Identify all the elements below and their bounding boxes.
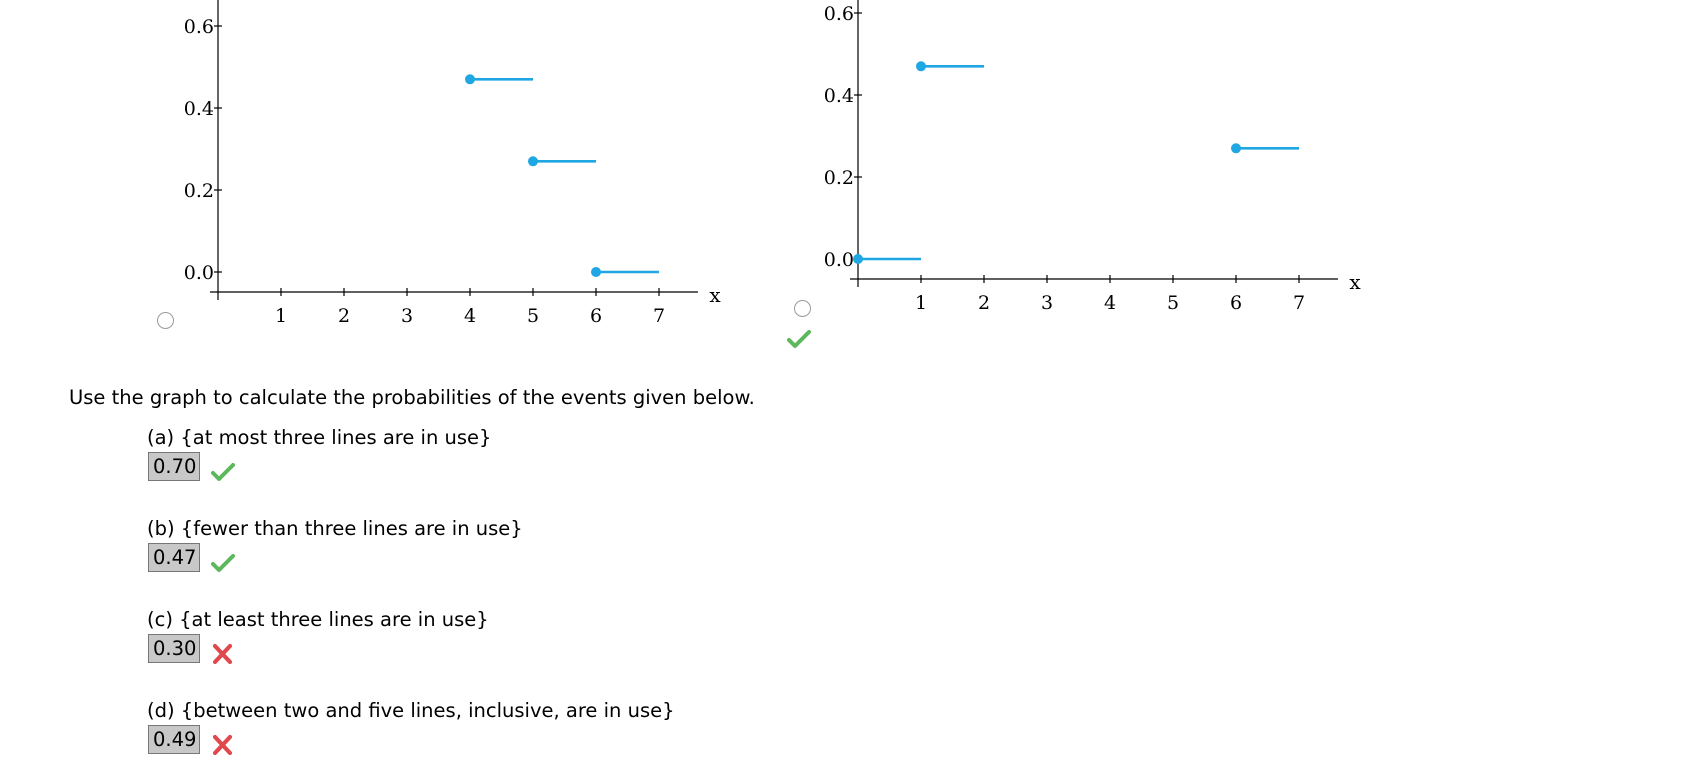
x-tick-label: 5	[527, 305, 539, 327]
x-tick-label: 2	[338, 305, 350, 327]
x-tick-label: 5	[1167, 292, 1179, 314]
x-tick-label: 7	[1293, 292, 1305, 314]
x-tick-label: 3	[1041, 292, 1053, 314]
question-d-label: (d) {between two and five lines, inclusi…	[147, 699, 675, 722]
answer-d-cross-icon	[212, 734, 233, 756]
step-point	[465, 74, 475, 85]
question-a-label: (a) {at most three lines are in use}	[147, 426, 492, 449]
y-tick-label: 0.0	[184, 262, 214, 284]
x-tick-label: 3	[401, 305, 413, 327]
y-tick-label: 0.4	[184, 98, 214, 120]
step-point	[916, 61, 926, 72]
y-tick-label: 0.4	[824, 85, 854, 107]
option-2-radio[interactable]	[794, 300, 811, 317]
instruction-text: Use the graph to calculate the probabili…	[69, 386, 755, 409]
x-axis-label: x	[1349, 270, 1361, 294]
question-c-label: (c) {at least three lines are in use}	[147, 608, 489, 631]
y-tick-label: 0.2	[184, 180, 214, 202]
x-tick-label: 2	[978, 292, 990, 314]
x-tick-label: 4	[464, 305, 476, 327]
step-point	[1231, 143, 1241, 154]
graph-option-2: 1 2 3 4 5 6 7 0.0 0.2 0.4 0.6 x	[824, 0, 1361, 314]
y-tick-label: 0.6	[184, 16, 214, 38]
y-tick-label: 0.0	[824, 249, 854, 271]
answer-c-cross-icon	[212, 643, 233, 665]
x-tick-label: 6	[1230, 292, 1242, 314]
graph-option-1: 1 2 3 4 5 6 7 0.0 0.2 0.4 0.6 x	[184, 0, 721, 327]
question-b-label: (b) {fewer than three lines are in use}	[147, 517, 523, 540]
answer-d-field[interactable]: 0.49	[148, 725, 200, 754]
x-tick-label: 7	[653, 305, 665, 327]
answer-a-field[interactable]: 0.70	[148, 452, 200, 481]
x-tick-label: 1	[915, 292, 927, 314]
x-tick-label: 4	[1104, 292, 1116, 314]
y-tick-label: 0.6	[824, 3, 854, 25]
step-point	[528, 156, 538, 167]
answer-b-check-icon	[211, 554, 235, 572]
answer-b-field[interactable]: 0.47	[148, 543, 200, 572]
y-tick-label: 0.2	[824, 167, 854, 189]
step-point	[853, 254, 863, 264]
option-2-check-icon	[787, 330, 811, 348]
x-tick-label: 1	[275, 305, 287, 327]
answer-c-field[interactable]: 0.30	[148, 634, 200, 663]
step-point	[591, 267, 601, 277]
x-tick-label: 6	[590, 305, 602, 327]
answer-a-check-icon	[211, 463, 235, 481]
option-1-radio[interactable]	[157, 312, 174, 329]
x-axis-label: x	[709, 283, 721, 307]
